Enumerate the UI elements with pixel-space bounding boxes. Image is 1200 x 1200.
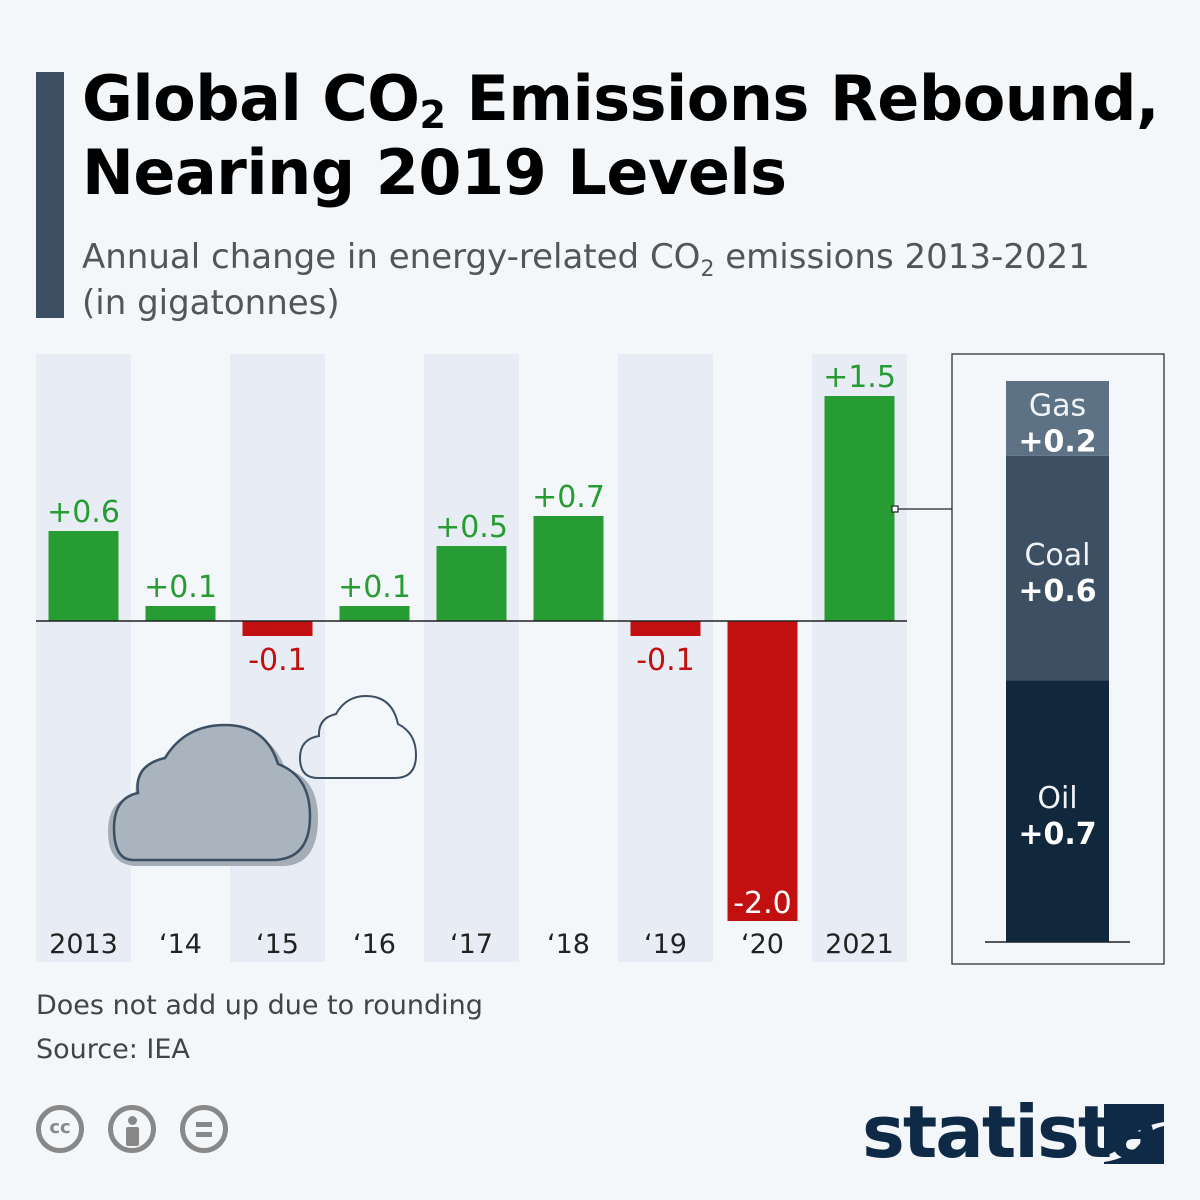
stack-label-gas: Gas xyxy=(1029,388,1086,423)
stack-label-oil: Oil xyxy=(1037,781,1077,816)
column-stripe xyxy=(424,354,519,962)
emissions-chart: +0.6 +0.1 -0.1 +0.1 +0.5 +0.7 -0.1 -2.0 +1.5 201… xyxy=(36,353,1165,965)
stack-label-coal: Coal xyxy=(1024,538,1090,573)
bar-6 xyxy=(630,621,701,636)
value-label-1: +0.1 xyxy=(144,570,217,605)
bar-0 xyxy=(48,531,119,621)
value-label-4: +0.5 xyxy=(435,510,508,545)
callout-box xyxy=(951,353,1165,965)
bar-8 xyxy=(824,396,895,621)
value-label-0: +0.6 xyxy=(47,495,120,530)
x-tick-6: ‘19 xyxy=(644,929,687,960)
stack-value-gas: +0.2 xyxy=(1018,424,1096,459)
value-label-7: -2.0 xyxy=(733,886,792,921)
breakdown-callout: Gas+0.2 Coal+0.6 Oil+0.7 xyxy=(891,353,1165,965)
page-subtitle: Annual change in energy-related CO2 emis… xyxy=(82,237,1090,323)
x-tick-5: ‘18 xyxy=(547,929,590,960)
value-label-6: -0.1 xyxy=(636,643,695,678)
bar-3 xyxy=(339,606,410,621)
x-tick-7: ‘20 xyxy=(741,929,784,960)
page-title: Global CO2 Emissions Rebound, Nearing 20… xyxy=(82,62,1160,209)
no-derivatives-icon[interactable] xyxy=(180,1105,228,1153)
x-tick-0: 2013 xyxy=(49,929,118,960)
stack-value-coal: +0.6 xyxy=(1018,574,1096,609)
stack-segment-gas xyxy=(1006,381,1109,456)
bar-4 xyxy=(436,546,507,621)
cloud-illustration xyxy=(108,694,418,866)
attribution-icon[interactable] xyxy=(108,1105,156,1153)
x-tick-3: ‘16 xyxy=(353,929,396,960)
value-label-5: +0.7 xyxy=(532,480,605,515)
value-label-2: -0.1 xyxy=(248,643,307,678)
statista-logo-icon xyxy=(1104,1104,1164,1164)
column-stripe xyxy=(36,354,131,962)
stack-segment-oil xyxy=(1006,680,1109,942)
x-tick-8: 2021 xyxy=(825,929,894,960)
x-tick-2: ‘15 xyxy=(256,929,299,960)
bar-1 xyxy=(145,606,216,621)
bar-7 xyxy=(727,621,798,921)
value-label-3: +0.1 xyxy=(338,570,411,605)
footnote: Does not add up due to rounding xyxy=(36,990,483,1021)
large-cloud-icon xyxy=(108,723,318,866)
x-tick-1: ‘14 xyxy=(159,929,202,960)
bar-5 xyxy=(533,516,604,621)
bar-2 xyxy=(242,621,313,636)
cc-icon-text: cc xyxy=(49,1117,71,1138)
value-label-8: +1.5 xyxy=(823,360,896,395)
title-accent-bar xyxy=(36,72,64,318)
stack-segment-coal xyxy=(1006,455,1109,681)
column-stripe xyxy=(618,354,713,962)
x-tick-4: ‘17 xyxy=(450,929,493,960)
stack-value-oil: +0.7 xyxy=(1018,817,1096,852)
small-cloud-icon xyxy=(298,694,418,779)
callout-marker xyxy=(891,505,899,513)
source-note: Source: IEA xyxy=(36,1034,190,1065)
cc-icon[interactable]: cc xyxy=(36,1105,84,1153)
